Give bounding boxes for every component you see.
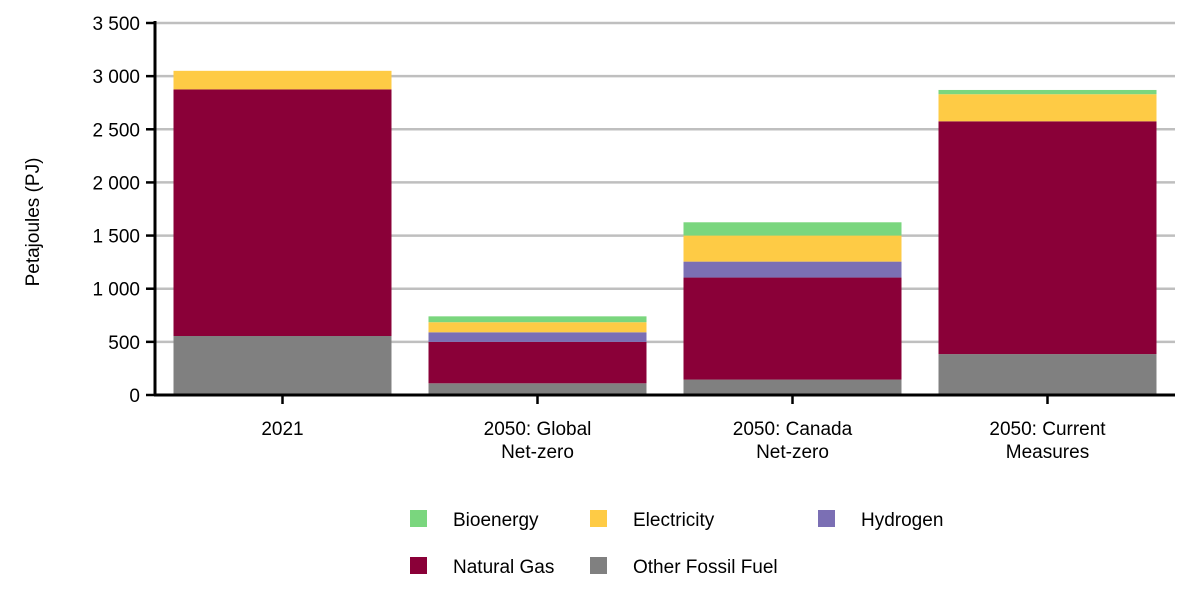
legend-swatch	[410, 557, 427, 574]
legend-label: Natural Gas	[453, 557, 554, 578]
y-axis: 0 500 1 000 1 500 2 000 2 500 3 000 3 500	[92, 14, 157, 407]
y-axis-label: Petajoules (PJ)	[23, 158, 44, 287]
bars	[173, 70, 1157, 395]
legend-swatch	[590, 557, 607, 574]
y-tick-label: 3 500	[92, 14, 140, 35]
bar-electricity-2	[428, 322, 647, 333]
y-tick-label: 500	[108, 333, 140, 354]
y-tick-label: 0	[129, 386, 140, 407]
bar-natural-gas-2	[428, 341, 647, 384]
bar-other-fossil-fuel-4	[938, 354, 1157, 395]
x-tick-label: 2050: Global Net-zero	[484, 419, 592, 463]
y-tick-label: 1 500	[92, 227, 140, 248]
legend-swatch	[410, 510, 427, 527]
bar-bioenergy-4	[938, 89, 1157, 95]
y-tick-label: 2 500	[92, 120, 140, 141]
legend-item-hydrogen: Hydrogen	[818, 510, 943, 531]
legend-swatch	[590, 510, 607, 527]
y-tick-label: 3 000	[92, 67, 140, 88]
legend-item-bioenergy: Bioenergy	[410, 510, 539, 531]
legend-label: Bioenergy	[453, 510, 539, 531]
bar-natural-gas-4	[938, 121, 1157, 355]
y-tick-label: 2 000	[92, 173, 140, 194]
x-axis: 2021 2050: Global Net-zero 2050: Canada Net-…	[154, 393, 1175, 463]
x-tick-label: 2050: Canada Net-zero	[733, 419, 853, 463]
bar-other-fossil-fuel-3	[683, 379, 902, 395]
bar-bioenergy-3	[683, 222, 902, 236]
bar-bioenergy-2	[428, 316, 647, 323]
legend-item-other-fossil-fuel: Other Fossil Fuel	[590, 557, 778, 578]
x-tick-label: 2050: Current Measures	[989, 419, 1106, 463]
legend-label: Hydrogen	[861, 510, 943, 531]
bar-electricity-3	[683, 235, 902, 262]
bar-other-fossil-fuel-1	[173, 336, 392, 395]
bar-hydrogen-3	[683, 261, 902, 278]
legend-label: Electricity	[633, 510, 715, 531]
bar-electricity-1	[173, 70, 392, 90]
y-tick-label: 1 000	[92, 280, 140, 301]
bar-natural-gas-3	[683, 277, 902, 380]
legend-item-natural-gas: Natural Gas	[410, 557, 554, 578]
legend-item-electricity: Electricity	[590, 510, 715, 531]
x-tick-label: 2021	[261, 419, 303, 440]
legend: Bioenergy Electricity Hydrogen Natural Gas O…	[410, 510, 943, 578]
legend-swatch	[818, 510, 835, 527]
bar-hydrogen-2	[428, 332, 647, 342]
legend-label: Other Fossil Fuel	[633, 557, 778, 578]
bar-other-fossil-fuel-2	[428, 383, 647, 395]
bar-natural-gas-1	[173, 89, 392, 337]
bar-electricity-4	[938, 94, 1157, 122]
